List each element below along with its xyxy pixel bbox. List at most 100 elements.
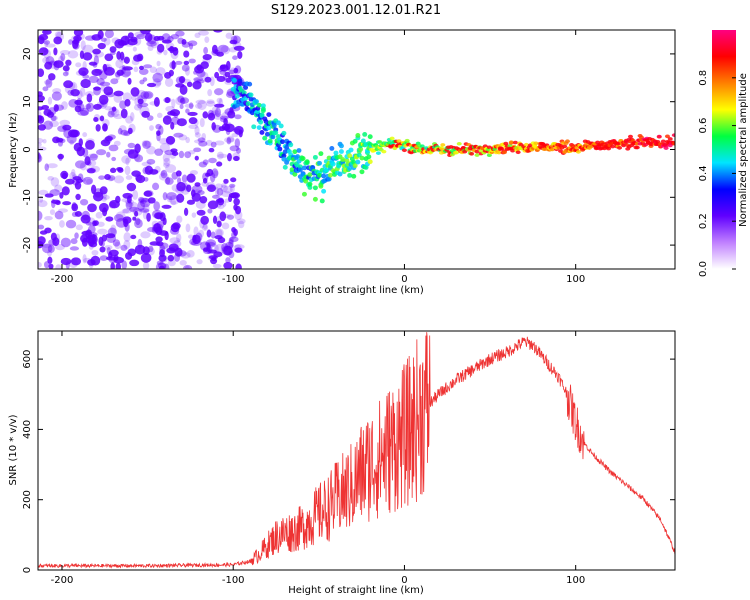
colorbar-label: Normalized spectral amplitude [738, 73, 749, 227]
spectrogram-noise-blob [116, 69, 124, 76]
spectrogram-noise-blob [204, 36, 210, 43]
spectrogram-noise-blob [124, 42, 134, 47]
spectrogram-noise-blob [89, 241, 98, 248]
spectrogram-noise-blob [156, 112, 163, 118]
spectrogram-noise-blob [164, 177, 174, 185]
spectrogram-ridge-blob [251, 124, 257, 130]
spectrogram-noise-blob [120, 129, 129, 136]
spectrogram-noise-blob [44, 163, 49, 171]
spectrogram-noise-blob [233, 67, 239, 74]
spectrogram-noise-blob [140, 252, 152, 263]
spectrogram-noise-blob [127, 127, 133, 135]
spectrogram-noise-blob [212, 215, 218, 224]
spectrogram-noise-blob [167, 259, 176, 267]
spectrogram-y-tick-label: -20 [22, 237, 33, 253]
spectrogram-noise-blob [125, 115, 134, 124]
spectrogram-ridge-blob [321, 188, 327, 194]
spectrogram-noise-blob [55, 137, 64, 143]
spectrogram-noise-blob [99, 115, 105, 122]
spectrogram-noise-blob [85, 103, 92, 110]
spectrogram-noise-blob [83, 257, 92, 263]
spectrogram-noise-blob [62, 71, 69, 77]
spectrogram-ridge-blob [474, 149, 480, 154]
spectrogram-noise-blob [198, 140, 208, 147]
spectrogram-noise-blob [73, 30, 84, 37]
spectrogram-noise-blob [197, 100, 207, 111]
spectrogram-noise-blob [194, 32, 201, 39]
spectrogram-ridge-blob [256, 125, 262, 131]
spectrogram-noise-blob [212, 194, 220, 199]
spectrogram-noise-blob [100, 240, 105, 247]
spectrogram-noise-blob [133, 104, 142, 111]
spectrogram-noise-blob [155, 67, 166, 76]
spectrogram-noise-blob [164, 77, 174, 88]
spectrogram-ridge-blob [355, 159, 361, 165]
spectrogram-noise-blob [44, 193, 54, 198]
spectrogram-noise-blob [124, 165, 131, 176]
spectrogram-noise-blob [214, 140, 225, 146]
spectrogram-noise-blob [51, 199, 61, 204]
spectrogram-noise-blob [158, 265, 165, 269]
spectrogram-noise-blob [212, 263, 222, 269]
spectrogram-ridge-blob [347, 166, 353, 171]
spectrogram-noise-blob [136, 89, 147, 100]
spectrogram-ridge-blob [663, 146, 669, 150]
spectrogram-noise-blob [207, 112, 216, 121]
spectrogram-noise-blob [47, 256, 53, 264]
spectrogram-noise-blob [74, 181, 82, 190]
spectrogram-noise-blob [144, 32, 153, 42]
spectrogram-noise-blob [88, 75, 99, 84]
spectrogram-noise-blob [202, 221, 208, 230]
spectrogram-noise-blob [149, 125, 154, 131]
spectrogram-noise-blob [121, 64, 126, 75]
spectrogram-noise-blob [191, 212, 197, 218]
spectrogram-noise-blob [136, 94, 143, 102]
spectrogram-noise-blob [196, 79, 205, 84]
spectrogram-ridge-blob [256, 102, 262, 108]
spectrogram-noise-blob [156, 130, 161, 136]
spectrogram-noise-blob [87, 225, 96, 234]
spectrogram-noise-blob [122, 216, 132, 224]
spectrogram-noise-blob [141, 161, 152, 167]
spectrogram-noise-blob [60, 53, 66, 62]
spectrogram-noise-blob [179, 97, 186, 105]
spectrogram-ridge-blob [333, 150, 339, 156]
spectrogram-noise-blob [74, 99, 83, 106]
spectrogram-noise-blob [68, 39, 73, 45]
spectrogram-noise-blob [59, 49, 71, 55]
spectrogram-ridge-blob [340, 157, 346, 162]
spectrogram-ridge-blob [671, 141, 675, 146]
spectrogram-noise-blob [123, 239, 131, 250]
spectrogram-noise-blob [104, 53, 114, 62]
spectrogram-noise-blob [93, 103, 102, 110]
spectrogram-ridge-blob [260, 108, 266, 113]
spectrogram-noise-blob [160, 169, 168, 179]
spectrogram-ridge-blob [656, 134, 662, 139]
spectrogram-noise-blob [162, 217, 167, 226]
spectrogram-noise-blob [186, 173, 196, 183]
spectrogram-ridge-blob [281, 156, 287, 162]
spectrogram-noise-blob [114, 71, 121, 78]
spectrogram-noise-blob [101, 196, 107, 202]
spectrogram-noise-blob [102, 123, 108, 132]
spectrogram-ridge-blob [419, 144, 425, 148]
spectrogram-noise-blob [123, 232, 131, 242]
spectrogram-noise-blob [186, 81, 193, 88]
spectrogram-ridge-blob [533, 141, 539, 146]
spectrogram-noise-blob [192, 80, 202, 90]
spectrogram-noise-blob [237, 220, 245, 229]
spectrogram-ridge-blob [617, 146, 623, 150]
spectrogram-noise-blob [219, 211, 227, 222]
spectrogram-noise-blob [79, 177, 87, 182]
spectrogram-ridge-blob [381, 149, 387, 154]
spectrogram-ridge-blob [501, 150, 507, 155]
spectrogram-noise-blob [194, 182, 201, 187]
spectrogram-noise-blob [180, 252, 191, 259]
spectrogram-ridge-blob [267, 138, 273, 144]
spectrogram-noise-blob [233, 244, 242, 253]
spectrogram-noise-blob [74, 232, 79, 239]
spectrogram-noise-blob [223, 178, 229, 184]
spectrogram-noise-blob [199, 196, 208, 204]
spectrogram-y-label: Frequency (Hz) [8, 112, 19, 188]
